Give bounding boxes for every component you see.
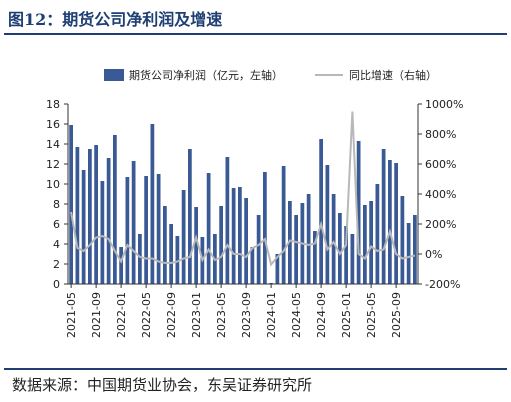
y-tick-label: 8: [53, 198, 60, 211]
y-tick-label: 16: [46, 118, 60, 131]
bar: [238, 187, 242, 284]
growth-line: [70, 111, 416, 267]
bar: [306, 194, 311, 284]
y2-tick-label: 1000%: [425, 98, 463, 111]
axes: 0 2 4 6 8 10 12 14 16 18 -200% 0% 200% 400% 600% 800% 10…: [46, 98, 463, 338]
bar: [344, 226, 348, 284]
bar: [225, 157, 230, 284]
bar: [175, 236, 180, 284]
bar: [138, 234, 142, 284]
bar: [250, 247, 255, 284]
bar: [150, 124, 155, 284]
bar: [119, 247, 123, 284]
x-tick-label: 2022-05: [140, 292, 153, 338]
bar: [131, 161, 136, 284]
bar: [294, 215, 298, 284]
bar: [88, 149, 92, 284]
bar: [363, 205, 367, 284]
bar: [413, 215, 417, 284]
legend: 期货公司净利润（亿元，左轴） 同比增速（右轴）: [104, 68, 437, 82]
x-tick-label: 2025-05: [365, 292, 378, 338]
bar: [275, 254, 280, 284]
bar: [163, 206, 167, 284]
bar: [281, 166, 286, 284]
bar: [106, 158, 111, 284]
x-tick-label: 2024-01: [265, 292, 278, 338]
line-series: [70, 111, 416, 267]
bar: [69, 125, 73, 284]
bar: [319, 139, 323, 284]
y-tick-label: 14: [46, 138, 60, 151]
y2-tick-label: 200%: [425, 218, 456, 231]
figure-title: 图12：期货公司净利润及增速: [8, 10, 223, 29]
bar: [113, 135, 117, 284]
source-note: 数据来源：中国期货业协会，东吴证券研究所: [12, 376, 313, 394]
bar: [231, 188, 236, 284]
bar: [206, 173, 211, 284]
y-tick-label: 2: [53, 258, 60, 271]
y2-tick-label: -200%: [425, 278, 460, 291]
bar: [394, 163, 398, 284]
bar: [381, 149, 386, 284]
y-tick-label: 6: [53, 218, 60, 231]
bar: [125, 177, 130, 284]
x-tick-label: 2021-05: [65, 292, 78, 338]
title-rule: [4, 33, 507, 35]
source-rule: [4, 368, 507, 370]
x-tick-label: 2023-05: [215, 292, 228, 338]
bar: [388, 160, 392, 284]
x-tick-label: 2025-09: [390, 292, 403, 338]
bar: [188, 149, 192, 284]
bar: [375, 184, 380, 284]
x-tick-label: 2022-09: [165, 292, 178, 338]
x-tick-label: 2023-01: [190, 292, 203, 338]
legend-bar-swatch: [104, 69, 124, 81]
x-tick-label: 2024-09: [315, 292, 328, 338]
y2-tick-label: 600%: [425, 158, 456, 171]
x-tick-label: 2021-09: [90, 292, 103, 338]
bar: [331, 194, 336, 284]
bar: [94, 145, 98, 284]
y2-tick-label: 0%: [425, 248, 442, 261]
legend-bar-label: 期货公司净利润（亿元，左轴）: [129, 68, 283, 82]
bar: [313, 231, 317, 284]
y-tick-label: 12: [46, 158, 60, 171]
y-tick-label: 10: [46, 178, 60, 191]
bar: [100, 181, 105, 284]
x-tick-label: 2024-05: [290, 292, 303, 338]
bar: [194, 207, 198, 284]
x-tick-label: 2023-09: [240, 292, 253, 338]
bar: [75, 147, 80, 284]
bar: [169, 224, 173, 284]
bar: [369, 201, 373, 284]
bar: [356, 141, 361, 284]
bar: [219, 206, 223, 284]
bar: [338, 213, 342, 284]
bar: [400, 196, 405, 284]
y-tick-label: 18: [46, 98, 60, 111]
bar: [263, 172, 267, 284]
bar: [156, 174, 161, 284]
x-tick-label: 2022-01: [115, 292, 128, 338]
bar: [350, 234, 355, 284]
bar: [244, 198, 248, 284]
bar: [144, 176, 148, 284]
y-tick-label: 4: [53, 238, 60, 251]
bar: [325, 165, 330, 284]
bar: [181, 190, 186, 284]
bar: [256, 215, 261, 284]
bar: [81, 170, 86, 284]
x-tick-label: 2025-01: [340, 292, 353, 338]
legend-line-label: 同比增速（右轴）: [349, 68, 437, 82]
y2-tick-label: 800%: [425, 128, 456, 141]
y-tick-label: 0: [53, 278, 60, 291]
bar: [288, 201, 292, 284]
y2-tick-label: 400%: [425, 188, 456, 201]
bar: [406, 223, 411, 284]
